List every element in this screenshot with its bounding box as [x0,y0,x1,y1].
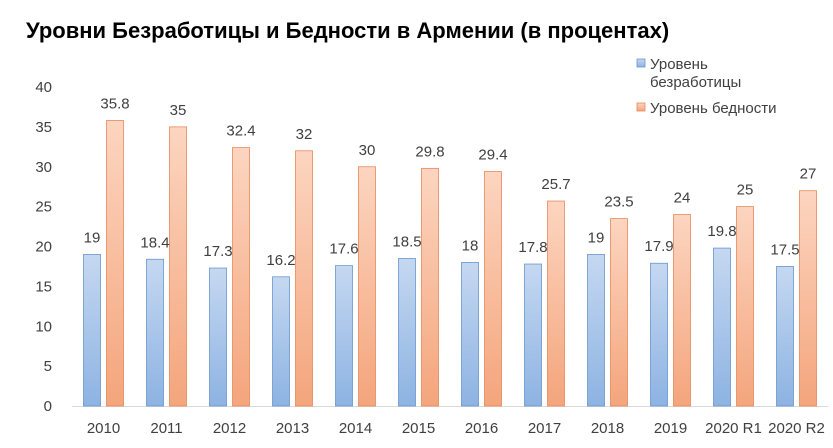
legend-swatch-series-2 [636,102,646,112]
bar-series-1 [713,247,731,407]
bar-series-2 [736,206,754,407]
bar-series-1 [461,262,479,407]
bar-series-2 [295,150,313,407]
data-label: 27 [800,166,817,183]
legend-label: безработицы [650,74,741,91]
bar-series-1 [272,276,290,407]
bar-series-1 [587,254,605,407]
x-tick-label: 2019 [654,420,687,437]
x-tick-label: 2020 R1 [705,420,762,437]
y-tick-label: 40 [35,79,52,96]
y-tick-label: 10 [35,318,52,335]
data-label: 16.2 [266,252,295,269]
bar-series-1 [146,258,164,407]
data-label: 17.6 [329,241,358,258]
bar-series-1 [335,265,353,407]
x-tick-label: 2011 [150,420,182,437]
y-tick-label: 15 [35,278,52,295]
legend-label: Уровень бедности [650,100,777,117]
x-tick-label: 2013 [276,420,309,437]
x-tick-label: 2012 [213,420,246,437]
bar-series-2 [358,166,376,407]
data-label: 32 [296,126,313,143]
x-tick-label: 2016 [465,420,498,437]
bar-series-1 [398,258,416,407]
data-label: 25.7 [541,176,570,193]
legend-swatch-series-1 [636,58,646,68]
data-label: 35.8 [100,95,129,112]
data-label: 23.5 [604,194,633,211]
bar-series-2 [169,126,187,407]
data-label: 17.3 [203,243,232,260]
bar-series-2 [484,171,502,407]
x-tick-label: 2014 [339,420,372,437]
y-tick-label: 5 [44,358,52,375]
y-tick-label: 30 [35,159,52,176]
y-axis: 0 5 10 15 20 25 30 35 40 [35,79,52,415]
x-tick-label: 2020 R2 [768,420,825,437]
y-tick-label: 35 [35,119,52,136]
bar-series-1 [776,266,794,407]
bar-series-2 [610,218,628,407]
bar-series-2 [421,167,439,407]
x-axis: 2010 2011 2012 2013 2014 2015 2016 2017 2018 2019… [72,406,828,437]
data-label: 30 [359,142,376,159]
bar-series-1 [650,262,668,407]
data-labels: 19 35.8 18.4 35 17.3 32.4 16.2 32 17.6 30 18.5 29.8… [84,95,817,268]
bar-series-1 [524,263,542,407]
data-label: 17.8 [518,239,547,256]
bar-series-2 [673,214,691,407]
bar-series-2 [547,200,565,407]
y-tick-label: 0 [44,398,52,415]
data-label: 19.8 [707,223,736,240]
bar-series-2 [799,190,817,407]
data-label: 29.8 [415,143,444,160]
data-label: 19 [84,229,101,246]
x-tick-label: 2010 [87,420,120,437]
bars [83,120,817,407]
y-tick-label: 20 [35,239,52,256]
data-label: 19 [588,229,605,246]
y-tick-label: 25 [35,199,52,216]
bar-series-1 [209,267,227,407]
x-tick-label: 2015 [402,420,435,437]
bar-series-1 [83,254,101,407]
data-label: 24 [674,190,691,207]
data-label: 18.4 [140,234,169,251]
bar-series-2 [232,147,250,407]
data-label: 35 [170,102,187,119]
data-label: 17.5 [770,241,799,258]
data-label: 18.5 [392,233,421,250]
legend-label: Уровень [650,56,708,73]
x-tick-label: 2017 [528,420,561,437]
x-tick-label: 2018 [591,420,624,437]
data-label: 18 [462,237,479,254]
data-label: 29.4 [478,147,507,164]
bar-series-2 [106,120,124,407]
chart-title: Уровни Безработицы и Бедности в Армении … [26,18,669,43]
data-label: 25 [737,182,754,199]
data-label: 17.9 [644,238,673,255]
data-label: 32.4 [226,123,255,140]
